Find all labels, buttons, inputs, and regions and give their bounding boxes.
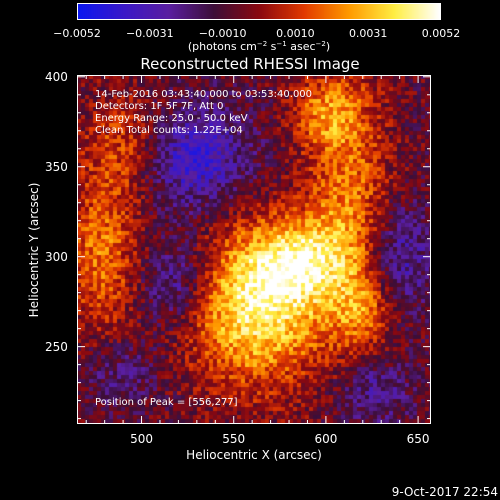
x-tick-label: 650 (406, 432, 430, 446)
unit-part: s (267, 40, 277, 53)
peak-position-label: Position of Peak = [556,277] (95, 397, 238, 408)
peak-marker (244, 297, 246, 299)
colorbar (77, 3, 441, 20)
timestamp: 9-Oct-2017 22:54 (391, 485, 498, 499)
y-axis-label: Heliocentric Y (arcsec) (27, 182, 41, 318)
unit-exponent: −2 (315, 40, 326, 48)
info-time-range: 14-Feb-2016 03:43:40.000 to 03:53:40.000 (95, 89, 313, 100)
colorbar-tick-label: 0.0031 (348, 27, 388, 40)
x-tick-label: 550 (222, 432, 246, 446)
colorbar-tick-label: −0.0031 (125, 27, 174, 40)
info-detectors: Detectors: 1F 5F 7F, Att 0 (95, 101, 224, 112)
axes (77, 75, 431, 424)
plot-area: 14-Feb-2016 03:43:40.000 to 03:53:40.000… (77, 75, 431, 424)
x-axis-label: Heliocentric X (arcsec) (186, 448, 322, 462)
colorbar-tick-label: 0.0010 (276, 27, 315, 40)
info-counts: Clean Total counts: 1.22E+04 (95, 125, 243, 136)
colorbar-unit-label: (photons cm−2 s−1 asec−2) (188, 40, 330, 53)
info-energy-range: Energy Range: 25.0 - 50.0 keV (95, 113, 248, 124)
colorbar-tick-label: −0.0052 (53, 27, 101, 40)
y-tick-label: 350 (45, 159, 68, 174)
heatmap-image (77, 75, 431, 424)
unit-exponent: −1 (276, 40, 287, 48)
y-tick-label: 400 (45, 69, 68, 84)
y-tick-label: 250 (45, 339, 68, 354)
unit-exponent: −2 (256, 40, 268, 48)
colorbar-tick-label: −0.0010 (198, 27, 247, 40)
unit-part: (photons cm (187, 40, 257, 53)
colorbar-tick-label: 0.0052 (421, 27, 461, 40)
plot-border (77, 75, 431, 424)
unit-part: ) (325, 40, 331, 53)
x-tick-label: 500 (130, 432, 153, 446)
chart-title: Reconstructed RHESSI Image (140, 55, 360, 73)
unit-part: asec (286, 40, 316, 53)
x-tick-label: 600 (314, 432, 338, 446)
y-tick-label: 300 (45, 249, 68, 264)
